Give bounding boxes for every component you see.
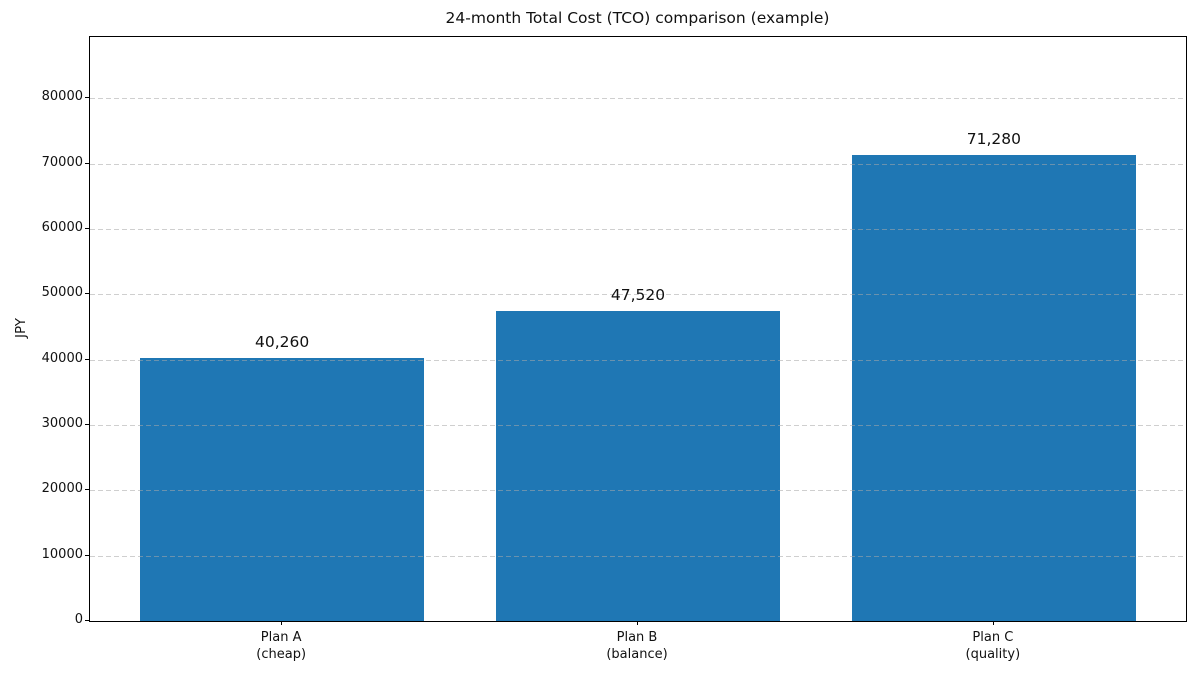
gridline: [90, 425, 1186, 427]
y-tick-label: 10000: [41, 546, 83, 562]
y-tick-mark: [85, 489, 89, 491]
x-tick-mark: [992, 621, 994, 625]
plot-area: 40,260 47,520 71,280: [89, 36, 1187, 622]
y-tick-mark: [85, 228, 89, 230]
y-tick-label: 40000: [41, 350, 83, 366]
bar: [139, 358, 425, 621]
y-tick-label: 30000: [41, 416, 83, 432]
bar: [851, 155, 1137, 621]
x-tick-label: Plan A (cheap): [256, 630, 307, 663]
bar-value-label: 47,520: [610, 285, 666, 304]
y-tick-label: 60000: [41, 220, 83, 236]
y-tick-mark: [85, 162, 89, 164]
gridline: [90, 490, 1186, 492]
x-tick-mark: [637, 621, 638, 625]
gridline: [90, 98, 1186, 100]
gridline: [90, 555, 1186, 557]
y-axis: 0 10000 20000 30000 40000 50000 60000 70000 8000…: [0, 0, 83, 675]
y-tick-mark: [85, 97, 89, 99]
y-tick-label: 80000: [41, 89, 83, 105]
y-tick-label: 70000: [41, 154, 83, 170]
chart-title: 24-month Total Cost (TCO) comparison (ex…: [445, 9, 830, 27]
bar-value-label: 40,260: [255, 333, 310, 352]
gridline: [90, 163, 1186, 165]
gridline: [90, 229, 1186, 231]
y-tick-mark: [85, 620, 89, 621]
y-tick-mark: [85, 358, 89, 360]
y-tick-mark: [85, 293, 89, 295]
gridline: [90, 359, 1186, 361]
y-tick-label: 20000: [41, 481, 83, 497]
x-tick-label: Plan B (balance): [606, 630, 668, 663]
x-tick-mark: [281, 621, 283, 625]
y-tick-mark: [85, 424, 89, 426]
bar-value-label: 71,280: [966, 130, 1021, 149]
y-tick-label: 50000: [41, 285, 83, 301]
y-tick-mark: [85, 554, 89, 556]
gridline: [90, 294, 1186, 296]
y-tick-label: 0: [74, 612, 83, 627]
x-tick-label: Plan C (quality): [965, 630, 1021, 663]
bar: [495, 310, 781, 621]
